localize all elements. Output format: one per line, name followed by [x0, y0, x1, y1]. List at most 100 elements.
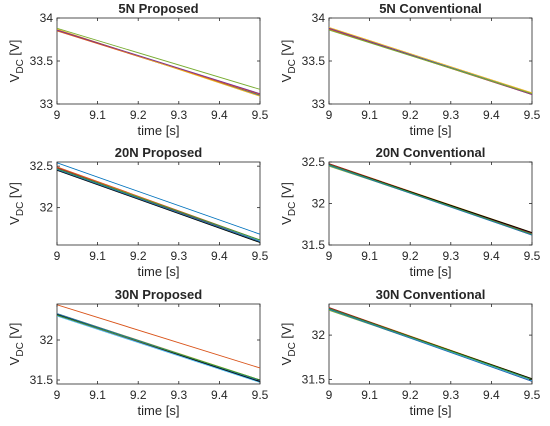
x-tick-label: 9.1: [89, 108, 106, 122]
y-tick-label: 31.5: [30, 373, 54, 387]
y-axis-label: VDC [V]: [7, 323, 26, 366]
x-axis-label: time [s]: [410, 403, 452, 418]
x-axis-label: time [s]: [410, 264, 452, 279]
series-line-5: [329, 29, 532, 95]
y-label-subscript: DC: [287, 202, 298, 216]
y-tick-label: 32: [312, 197, 326, 211]
x-tick-label: 9.2: [402, 108, 419, 122]
y-tick-label: 34: [40, 11, 54, 25]
x-tick-label: 9: [54, 108, 61, 122]
x-tick-label: 9.5: [524, 388, 541, 402]
chart-panel-5: 9 9.1 9.2 9.3 9.4 9.5 31.5 32 30N Proposed time […: [7, 287, 269, 418]
x-tick-label: 9: [54, 249, 61, 263]
x-tick-label: 9.2: [130, 108, 147, 122]
y-label-unit: [V]: [279, 182, 294, 202]
x-tick-label: 9.4: [211, 249, 228, 263]
x-tick-label: 9.3: [442, 108, 459, 122]
series-line-10: [329, 164, 532, 235]
x-axis-label: time [s]: [410, 123, 452, 138]
series-line-9: [329, 164, 532, 236]
x-axis-label: time [s]: [138, 264, 180, 279]
x-tick-label: 9.4: [483, 249, 500, 263]
x-tick-label: 9.3: [170, 388, 187, 402]
y-tick-label: 32: [40, 201, 54, 215]
y-tick-label: 31.5: [302, 238, 326, 252]
series-line-10: [57, 168, 260, 241]
x-axis-label: time [s]: [138, 403, 180, 418]
y-label-unit: [V]: [7, 323, 22, 343]
y-label-main: V: [279, 356, 294, 365]
chart-title: 5N Proposed: [118, 1, 198, 16]
x-tick-label: 9.4: [483, 388, 500, 402]
series-line-4: [57, 29, 260, 95]
x-tick-label: 9.5: [524, 249, 541, 263]
y-axis-label: VDC [V]: [7, 182, 26, 225]
y-tick-label: 33.5: [302, 54, 326, 68]
series-group: [329, 27, 532, 95]
series-line-10: [57, 314, 260, 381]
x-tick-label: 9.5: [252, 388, 269, 402]
y-label-unit: [V]: [7, 182, 22, 202]
y-tick-label: 33: [40, 97, 54, 111]
y-label-subscript: DC: [15, 59, 26, 73]
x-tick-label: 9.3: [442, 388, 459, 402]
y-axis-label: VDC [V]: [7, 40, 26, 83]
chart-title: 20N Conventional: [376, 145, 486, 160]
x-tick-label: 9.1: [89, 249, 106, 263]
series-line-1: [57, 162, 260, 235]
x-tick-label: 9.5: [524, 108, 541, 122]
series-group: [57, 27, 260, 97]
plot-area: [56, 17, 261, 105]
y-label-main: V: [7, 73, 22, 82]
y-label-main: V: [7, 356, 22, 365]
series-group: [329, 307, 532, 382]
series-line-9: [329, 308, 532, 382]
x-tick-label: 9.2: [402, 249, 419, 263]
series-group: [57, 162, 260, 243]
x-tick-label: 9: [326, 249, 333, 263]
x-tick-label: 9: [326, 108, 333, 122]
x-tick-label: 9.2: [130, 388, 147, 402]
x-tick-label: 9.5: [252, 249, 269, 263]
x-axis-label: time [s]: [138, 123, 180, 138]
series-line-6: [57, 315, 260, 383]
chart-panel-6: 9 9.1 9.2 9.3 9.4 9.5 31.5 32 30N Conventional ti…: [279, 287, 541, 418]
y-tick-label: 33: [312, 97, 326, 111]
chart-title: 5N Conventional: [379, 1, 482, 16]
y-label-subscript: DC: [15, 342, 26, 356]
y-tick-label: 34: [312, 11, 326, 25]
x-tick-label: 9.4: [483, 108, 500, 122]
series-group: [329, 163, 532, 236]
x-tick-label: 9.4: [211, 388, 228, 402]
y-tick-label: 32: [40, 333, 54, 347]
series-line-5: [57, 27, 260, 90]
x-tick-label: 9.1: [361, 249, 378, 263]
x-tick-label: 9.1: [89, 388, 106, 402]
chart-panel-1: 9 9.1 9.2 9.3 9.4 9.5 33 33.5 34 5N Proposed time …: [7, 1, 269, 138]
x-tick-label: 9.1: [361, 388, 378, 402]
y-label-subscript: DC: [287, 59, 298, 73]
y-label-main: V: [279, 73, 294, 82]
x-tick-label: 9.3: [170, 249, 187, 263]
x-tick-label: 9.3: [442, 249, 459, 263]
y-tick-label: 31.5: [302, 373, 326, 387]
x-tick-label: 9: [326, 388, 333, 402]
x-tick-label: 9.1: [361, 108, 378, 122]
y-label-subscript: DC: [15, 202, 26, 216]
chart-panel-4: 9 9.1 9.2 9.3 9.4 9.5 31.5 32 32.5 20N Convention…: [279, 145, 541, 279]
y-tick-label: 32: [312, 328, 326, 342]
series-group: [57, 304, 260, 383]
y-label-main: V: [279, 216, 294, 225]
chart-title: 20N Proposed: [115, 145, 202, 160]
y-tick-label: 32.5: [30, 159, 54, 173]
x-tick-label: 9.2: [130, 249, 147, 263]
y-label-unit: [V]: [279, 323, 294, 343]
x-tick-label: 9.2: [402, 388, 419, 402]
y-label-subscript: DC: [287, 342, 298, 356]
chart-panel-2: 9 9.1 9.2 9.3 9.4 9.5 33 33.5 34 5N Conventional t…: [279, 1, 541, 138]
y-label-main: V: [7, 216, 22, 225]
y-axis-label: VDC [V]: [279, 40, 298, 83]
series-line-8: [57, 169, 260, 243]
x-tick-label: 9.4: [211, 108, 228, 122]
y-label-unit: [V]: [7, 40, 22, 60]
